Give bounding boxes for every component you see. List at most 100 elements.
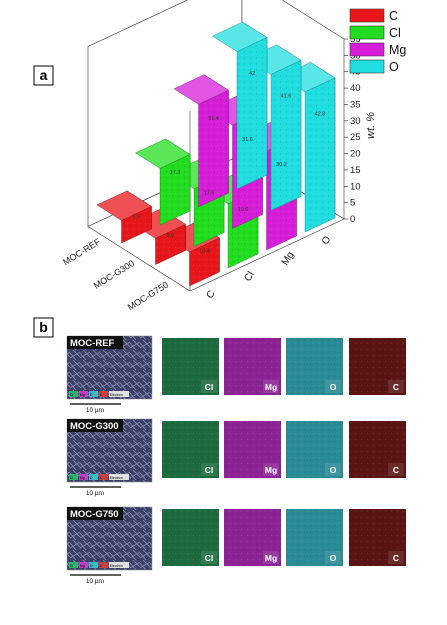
data-label: 30.2 <box>276 162 287 168</box>
scale-label: 10 µm <box>86 578 104 585</box>
mini-legend-label: Electron <box>110 393 123 397</box>
mini-legend-chip <box>89 474 98 480</box>
z-tick-label: 55 <box>350 34 361 45</box>
legend-entry-Mg: Mg <box>349 42 406 57</box>
sample-tick-label: MOC-G300 <box>92 258 136 291</box>
map-label-box <box>325 551 341 564</box>
bar-top <box>96 190 152 221</box>
legend-label: Mg <box>389 43 406 57</box>
map-C: C <box>349 421 406 478</box>
legend-swatch <box>349 8 385 23</box>
mini-legend-label: O <box>90 564 93 568</box>
map-Cl: Cl <box>162 421 219 478</box>
map-label: C <box>393 553 399 563</box>
legend-swatch <box>349 42 385 57</box>
data-label: 8.0 <box>167 233 175 239</box>
bar-MOC-REF-O <box>212 21 268 190</box>
data-label: 31.6 <box>242 137 253 143</box>
mini-legend-label: Cl <box>70 393 74 397</box>
mini-legend-label: C <box>100 564 103 568</box>
bar-MOC-REF-Mg <box>173 74 229 208</box>
map-label-box <box>325 380 341 393</box>
panel-a-label: a <box>40 67 48 83</box>
bar-top <box>173 74 229 105</box>
bar-texture <box>189 237 220 286</box>
bar-MOC-G300-O <box>246 44 302 211</box>
sample-tick-label: MOC-G750 <box>126 280 170 313</box>
sample-label-box <box>67 507 123 520</box>
z-tick-label: 40 <box>350 83 361 94</box>
legend-entry-Cl: Cl <box>349 25 401 40</box>
map-label: O <box>330 553 337 563</box>
bar-texture <box>198 90 229 207</box>
legend-label: O <box>389 60 399 74</box>
panel-b-label-box <box>33 317 54 338</box>
legend-label: C <box>389 9 398 23</box>
bar-MOC-REF-C <box>96 190 152 244</box>
bar-texture <box>237 37 267 189</box>
map-label-box <box>201 551 217 564</box>
map-C: C <box>349 509 406 566</box>
mini-legend-label: Electron <box>110 476 123 480</box>
z-tick-label: 0 <box>350 214 355 225</box>
map-label-box <box>388 551 404 564</box>
mini-legend-label: Mg <box>80 393 85 397</box>
map-label: Mg <box>265 465 277 475</box>
mini-legend-label: Cl <box>70 476 74 480</box>
data-label: 31.4 <box>208 116 219 122</box>
mini-legend-chip <box>109 391 129 397</box>
data-label: 42 <box>249 71 255 77</box>
panel-a: 42.8 30.2 19.6 10.4 41.6 31.6 17.6 8.0 42 31.4 17.… <box>33 0 406 313</box>
mini-legend-chip <box>69 562 78 568</box>
map-label-box <box>263 380 279 393</box>
element-tick-label: Cl <box>243 270 257 284</box>
mini-legend-chip <box>99 391 108 397</box>
map-Cl: Cl <box>162 509 219 566</box>
panel-b-label: b <box>39 319 48 335</box>
sample-label-box <box>67 336 123 349</box>
map-label-box <box>325 463 341 476</box>
map-label-box <box>388 380 404 393</box>
bar-texture <box>155 224 186 265</box>
element-tick-label: O <box>320 234 334 247</box>
map-label-box <box>201 380 217 393</box>
legend-entry-C: C <box>349 8 398 23</box>
mini-legend-label: O <box>90 476 93 480</box>
z-tick-label: 20 <box>350 149 361 160</box>
map-label: C <box>393 382 399 392</box>
map-Mg: Mg <box>224 509 281 566</box>
mini-legend-label: C <box>100 393 103 397</box>
chart-bars <box>96 21 336 287</box>
data-label: 17.6 <box>204 191 215 197</box>
map-O: O <box>286 509 343 566</box>
bar-texture <box>271 60 301 211</box>
data-label: 19.6 <box>238 207 249 213</box>
mini-legend-chip <box>69 391 78 397</box>
mini-legend-label: C <box>100 476 103 480</box>
map-label-box <box>263 551 279 564</box>
data-label: 17.3 <box>170 170 181 176</box>
map-Mg: Mg <box>224 421 281 478</box>
mini-legend-chip <box>109 474 129 480</box>
map-label-box <box>388 463 404 476</box>
map-O: O <box>286 338 343 395</box>
map-label-box <box>201 463 217 476</box>
data-label: 6.9 <box>133 214 141 220</box>
legend-entry-O: O <box>349 59 399 74</box>
map-O: O <box>286 421 343 478</box>
mini-legend-chip <box>99 562 108 568</box>
scale-label: 10 µm <box>86 407 104 414</box>
map-Cl: Cl <box>162 338 219 395</box>
mini-legend-chip <box>79 391 88 397</box>
element-tick-label: C <box>205 289 218 301</box>
sample-tick-label: MOC-REF <box>61 236 102 267</box>
scale-label: 10 µm <box>86 490 104 497</box>
sample-label-box <box>67 419 123 432</box>
bar-MOC-G750-O <box>280 62 336 233</box>
sample-label: MOC-REF <box>70 338 115 349</box>
element-tick-label: Mg <box>280 250 297 268</box>
map-label: Cl <box>205 465 214 475</box>
legend-label: Cl <box>389 26 401 40</box>
